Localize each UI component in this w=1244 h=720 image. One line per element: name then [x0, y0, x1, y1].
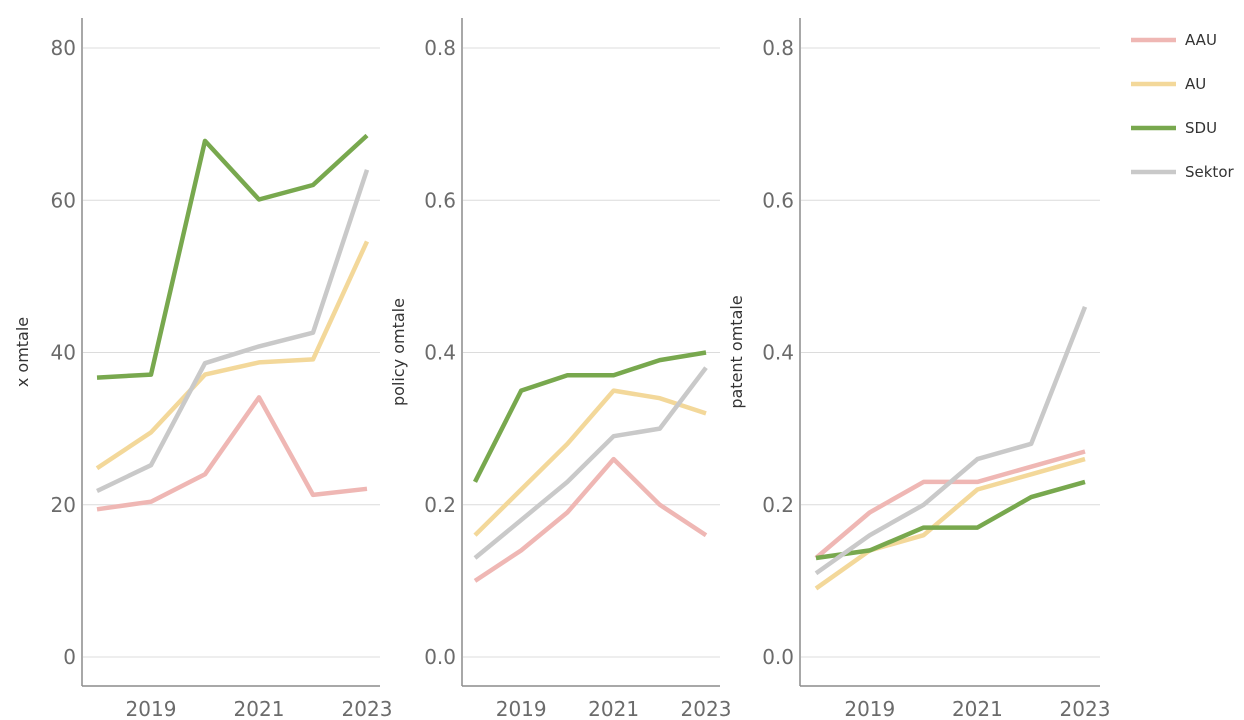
- series-line-aau: [96, 395, 368, 512]
- series-line-sektor: [814, 305, 1088, 576]
- y-axis-title: policy omtale: [389, 298, 408, 406]
- series-line-sdu: [96, 133, 369, 380]
- x-tick-label: 2019: [496, 697, 547, 720]
- y-tick-label: 0.0: [762, 645, 794, 669]
- y-tick-label: 20: [51, 493, 76, 517]
- y-tick-label: 0.0: [424, 645, 456, 669]
- series-line-aau: [473, 456, 708, 583]
- x-tick-label: 2021: [234, 697, 285, 720]
- y-tick-label: 0.6: [762, 188, 794, 212]
- y-tick-label: 0.2: [424, 493, 456, 517]
- x-tick-label: 2023: [342, 697, 393, 720]
- y-tick-label: 0: [63, 645, 76, 669]
- y-axis-title: x omtale: [13, 317, 32, 387]
- legend-label-au: AU: [1185, 75, 1206, 93]
- series-line-sdu: [472, 350, 707, 483]
- y-tick-label: 0.6: [424, 188, 456, 212]
- series-line-au: [473, 388, 707, 537]
- x-tick-label: 2021: [588, 697, 639, 720]
- y-tick-label: 0.4: [424, 341, 456, 365]
- y-tick-label: 0.2: [762, 493, 794, 517]
- legend-label-sdu: SDU: [1185, 119, 1217, 137]
- y-tick-label: 0.4: [762, 341, 794, 365]
- series-line-au: [814, 456, 1086, 591]
- y-tick-label: 60: [51, 188, 76, 212]
- y-tick-label: 0.8: [424, 36, 456, 60]
- y-tick-label: 0.8: [762, 36, 794, 60]
- y-tick-label: 40: [51, 341, 76, 365]
- x-tick-label: 2021: [952, 697, 1003, 720]
- x-tick-label: 2023: [1060, 697, 1111, 720]
- series-line-sdu: [815, 479, 1086, 561]
- y-axis-title: patent omtale: [727, 295, 746, 408]
- legend-label-aau: AAU: [1185, 31, 1217, 49]
- x-tick-label: 2019: [126, 697, 177, 720]
- series-line-sektor: [96, 169, 370, 494]
- series-line-au: [95, 240, 370, 471]
- x-tick-label: 2023: [681, 697, 732, 720]
- x-tick-label: 2019: [844, 697, 895, 720]
- series-line-sektor: [473, 366, 708, 560]
- y-tick-label: 80: [51, 36, 76, 60]
- legend-label-sektor: Sektor: [1185, 163, 1234, 181]
